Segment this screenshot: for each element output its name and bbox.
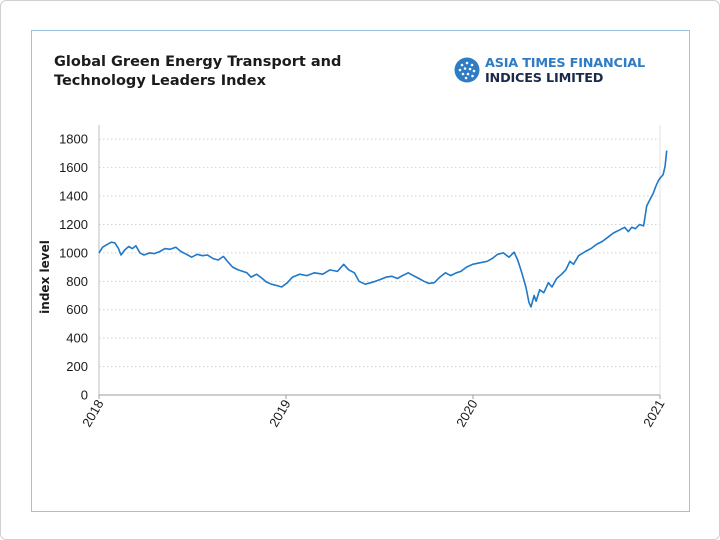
title-line-1: Global Green Energy Transport and <box>54 54 342 70</box>
y-tick-1200: 1200 <box>59 217 88 232</box>
y-axis-label: index level <box>38 240 52 314</box>
y-tick-1400: 1400 <box>59 189 88 204</box>
y-tick-400: 400 <box>66 331 88 346</box>
title-line-2: Technology Leaders Index <box>54 73 266 89</box>
x-tick-2020: 2020 <box>453 397 480 430</box>
series-line-index <box>98 150 668 308</box>
x-tick-labels: 2018 2019 2020 2021 <box>79 395 668 430</box>
axes <box>98 125 661 396</box>
x-tick-2021: 2021 <box>640 397 667 430</box>
y-tick-800: 800 <box>66 274 88 289</box>
logo-line-2: INDICES LIMITED <box>485 71 604 86</box>
y-tick-1600: 1600 <box>59 160 88 175</box>
y-tick-1000: 1000 <box>59 245 88 260</box>
y-tick-600: 600 <box>66 302 88 317</box>
y-tick-0: 0 <box>81 388 88 403</box>
x-tick-2019: 2019 <box>266 397 293 430</box>
globe-dots-icon <box>454 57 480 83</box>
chart-title: Global Green Energy Transport and Techno… <box>54 53 374 91</box>
gridlines <box>99 138 660 368</box>
y-tick-1800: 1800 <box>59 132 88 147</box>
publisher-logo: ASIA TIMES FINANCIAL INDICES LIMITED <box>454 55 664 89</box>
logo-line-1: ASIA TIMES FINANCIAL <box>485 56 645 71</box>
y-tick-labels: 0 200 400 600 800 1000 1200 1400 1600 1800 <box>59 132 88 403</box>
chart-card: Global Green Energy Transport and Techno… <box>31 30 690 512</box>
y-tick-200: 200 <box>66 359 88 374</box>
